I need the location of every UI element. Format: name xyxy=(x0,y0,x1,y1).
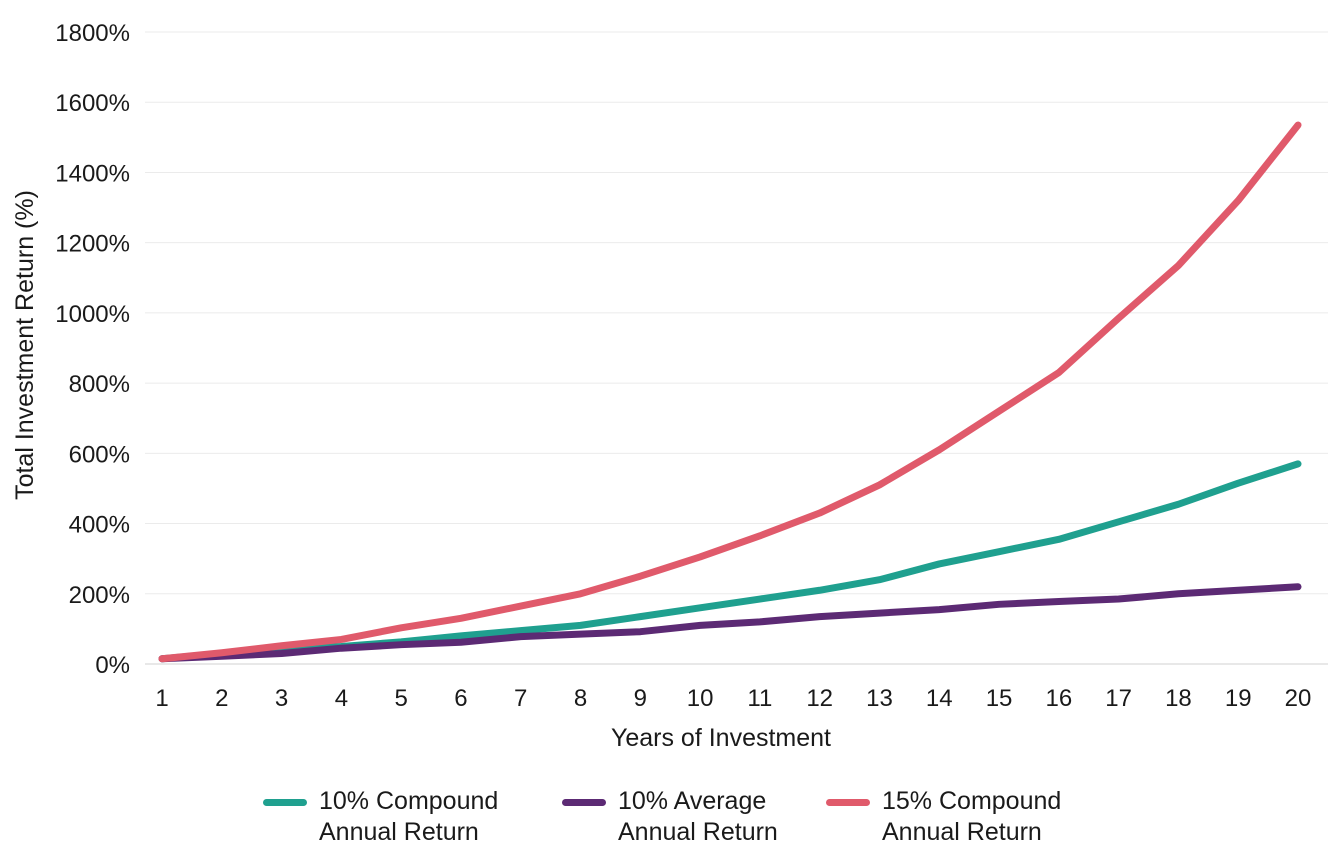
legend-label-15-compound: 15% Compound Annual Return xyxy=(882,787,1062,846)
legend-swatch-15-compound xyxy=(826,799,870,806)
y-tick-label: 800% xyxy=(69,371,130,398)
x-tick-label: 4 xyxy=(335,685,348,712)
x-tick-label: 3 xyxy=(275,685,288,712)
legend-swatch-10-compound xyxy=(263,799,307,806)
series-lines xyxy=(158,121,1302,663)
x-tick-label: 15 xyxy=(986,685,1013,712)
y-tick-label: 1200% xyxy=(55,231,130,258)
y-tick-label: 0% xyxy=(95,652,130,679)
y-tick-label: 600% xyxy=(69,441,130,468)
y-tick-label: 200% xyxy=(69,582,130,609)
series-line-0 xyxy=(158,460,1302,663)
x-tick-label: 16 xyxy=(1045,685,1072,712)
y-axis-ticks: 0% 200% 400% 600% 800% 1000% 1200% 1400% 1600% 18… xyxy=(55,20,130,679)
x-tick-label: 18 xyxy=(1165,685,1192,712)
x-tick-label: 13 xyxy=(866,685,893,712)
x-tick-label: 10 xyxy=(687,685,714,712)
x-axis-ticks: 1 2 3 4 5 6 7 8 9 10 11 12 13 14 15 16 17 18 19 20 xyxy=(155,685,1311,712)
y-tick-label: 400% xyxy=(69,512,130,539)
x-tick-label: 5 xyxy=(394,685,407,712)
x-tick-label: 12 xyxy=(806,685,833,712)
y-tick-label: 1800% xyxy=(55,20,130,47)
x-tick-label: 11 xyxy=(747,685,772,712)
x-tick-label: 7 xyxy=(514,685,527,712)
legend: 10% Compound Annual Return 10% Average A… xyxy=(0,786,1340,856)
legend-label-10-average: 10% Average Annual Return xyxy=(618,787,778,846)
y-tick-label: 1600% xyxy=(55,90,130,117)
x-tick-label: 8 xyxy=(574,685,587,712)
series-line-2 xyxy=(158,121,1302,663)
legend-item-10-average: 10% Average Annual Return xyxy=(562,786,778,848)
y-axis-title: Total Investment Return (%) xyxy=(11,190,39,500)
x-tick-label: 6 xyxy=(454,685,467,712)
x-tick-label: 19 xyxy=(1225,685,1252,712)
line-chart: 0%200%400%600%800%1000%1200%1400%1600%18… xyxy=(11,20,1328,752)
legend-swatch-10-average xyxy=(562,799,606,806)
gridlines xyxy=(145,31,1328,595)
x-tick-label: 14 xyxy=(926,685,953,712)
series-line-1 xyxy=(158,583,1302,663)
legend-item-15-compound: 15% Compound Annual Return xyxy=(826,786,1061,848)
legend-item-10-compound: 10% Compound Annual Return xyxy=(263,786,498,848)
x-tick-label: 20 xyxy=(1285,685,1312,712)
x-axis-title: Years of Investment xyxy=(611,724,831,752)
x-tick-label: 9 xyxy=(634,685,647,712)
y-tick-label: 1400% xyxy=(55,160,130,187)
x-tick-label: 1 xyxy=(155,685,168,712)
x-tick-label: 17 xyxy=(1105,685,1132,712)
legend-label-10-compound: 10% Compound Annual Return xyxy=(319,787,499,846)
y-tick-label: 1000% xyxy=(55,301,130,328)
x-tick-label: 2 xyxy=(215,685,228,712)
